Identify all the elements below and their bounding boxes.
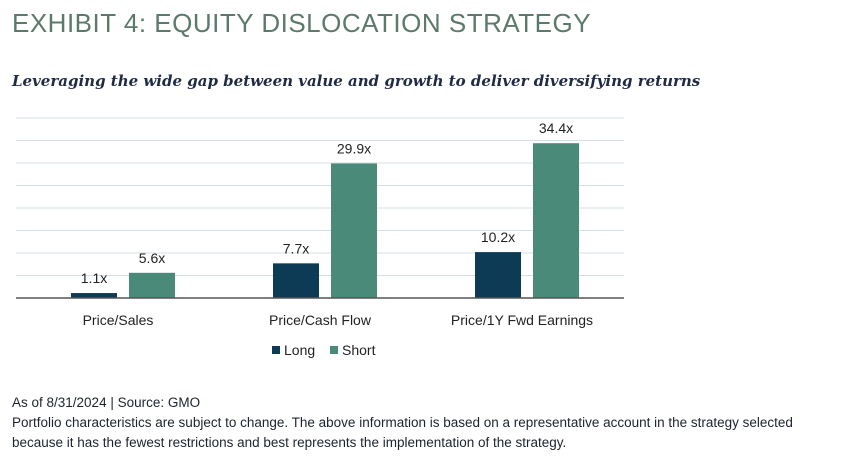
bar-short-3 <box>533 143 579 298</box>
value-label-short-2: 29.9x <box>337 140 371 156</box>
legend: Long Short <box>272 342 376 358</box>
bars <box>71 143 579 298</box>
value-labels: 1.1x 5.6x 7.7x 29.9x 10.2x 34.4x <box>81 120 573 286</box>
category-labels: Price/Sales Price/Cash Flow Price/1Y Fwd E… <box>83 312 593 328</box>
source-line: As of 8/31/2024 | Source: GMO <box>12 395 201 410</box>
bar-long-1 <box>71 293 117 298</box>
legend-swatch-long <box>272 346 280 354</box>
bar-long-2 <box>273 263 319 298</box>
value-label-long-3: 10.2x <box>481 229 515 245</box>
exhibit-title: EXHIBIT 4: EQUITY DISLOCATION STRATEGY <box>12 8 592 38</box>
bar-short-1 <box>129 272 175 298</box>
disclaimer-line-2: because it has the fewest restrictions a… <box>12 435 567 450</box>
bar-short-2 <box>331 163 377 298</box>
legend-swatch-short <box>330 346 338 354</box>
bar-long-3 <box>475 252 521 298</box>
value-label-short-1: 5.6x <box>139 250 165 266</box>
category-label-2: Price/Cash Flow <box>269 312 372 328</box>
legend-label-short: Short <box>342 342 376 358</box>
legend-label-long: Long <box>284 342 315 358</box>
category-label-1: Price/Sales <box>83 312 154 328</box>
value-label-short-3: 34.4x <box>539 120 573 136</box>
disclaimer-line-1: Portfolio characteristics are subject to… <box>12 415 793 430</box>
footnote: As of 8/31/2024 | Source: GMO Portfolio … <box>12 393 847 453</box>
value-label-long-2: 7.7x <box>283 240 309 256</box>
value-label-long-1: 1.1x <box>81 270 107 286</box>
category-label-3: Price/1Y Fwd Earnings <box>451 312 593 328</box>
gridlines <box>16 117 624 276</box>
chart-subtitle: Leveraging the wide gap between value an… <box>12 72 701 90</box>
